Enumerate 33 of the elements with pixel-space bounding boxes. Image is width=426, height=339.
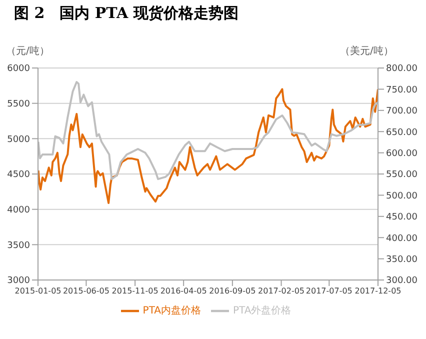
x-tick-label: 2015-01-05 — [14, 286, 62, 296]
y-tick-label: 4500 — [7, 170, 30, 180]
x-tick-label: 2015-11-05 — [112, 286, 158, 296]
x-tick-label: 2017-12-05 — [354, 286, 402, 296]
y-tick-label: 3500 — [7, 240, 30, 251]
y2-tick-label: 700.00 — [386, 106, 418, 117]
legend-label: PTA外盘价格 — [233, 306, 292, 317]
y2-tick-label: 500.00 — [386, 191, 418, 202]
x-tick-label: 2015-06-05 — [62, 286, 110, 296]
y-axis-title: （元/吨） — [6, 44, 50, 58]
y2-tick-label: 300.00 — [386, 276, 418, 286]
y2-tick-label: 650.00 — [386, 128, 418, 138]
line-series — [38, 88, 378, 204]
x-tick-label: 2016-09-05 — [209, 286, 256, 296]
line-series — [38, 80, 378, 180]
y2-tick-label: 800.00 — [386, 64, 418, 74]
legend-label: PTA内盘价格 — [142, 306, 201, 317]
y2-tick-label: 450.00 — [386, 212, 418, 223]
x-tick-label: 2017-02-05 — [258, 286, 305, 296]
y-tick-label: 6000 — [7, 64, 30, 74]
y2-tick-label: 350.00 — [386, 254, 418, 265]
y-tick-label: 3000 — [7, 276, 30, 286]
y-tick-label: 5000 — [7, 134, 30, 145]
y-tick-label: 4000 — [7, 206, 30, 216]
y-tick-label: 5500 — [7, 100, 30, 110]
chart-title: 图 2 国内 PTA 现货价格走势图 — [14, 4, 238, 23]
y2-tick-label: 550.00 — [386, 170, 418, 180]
y2-axis-title: （美元/吨） — [340, 44, 394, 58]
y2-tick-label: 600.00 — [386, 148, 418, 159]
y2-tick-label: 400.00 — [386, 234, 418, 244]
y2-tick-label: 750.00 — [386, 85, 418, 96]
x-tick-label: 2016-04-05 — [160, 286, 207, 296]
x-tick-label: 2017-07-05 — [306, 286, 352, 296]
